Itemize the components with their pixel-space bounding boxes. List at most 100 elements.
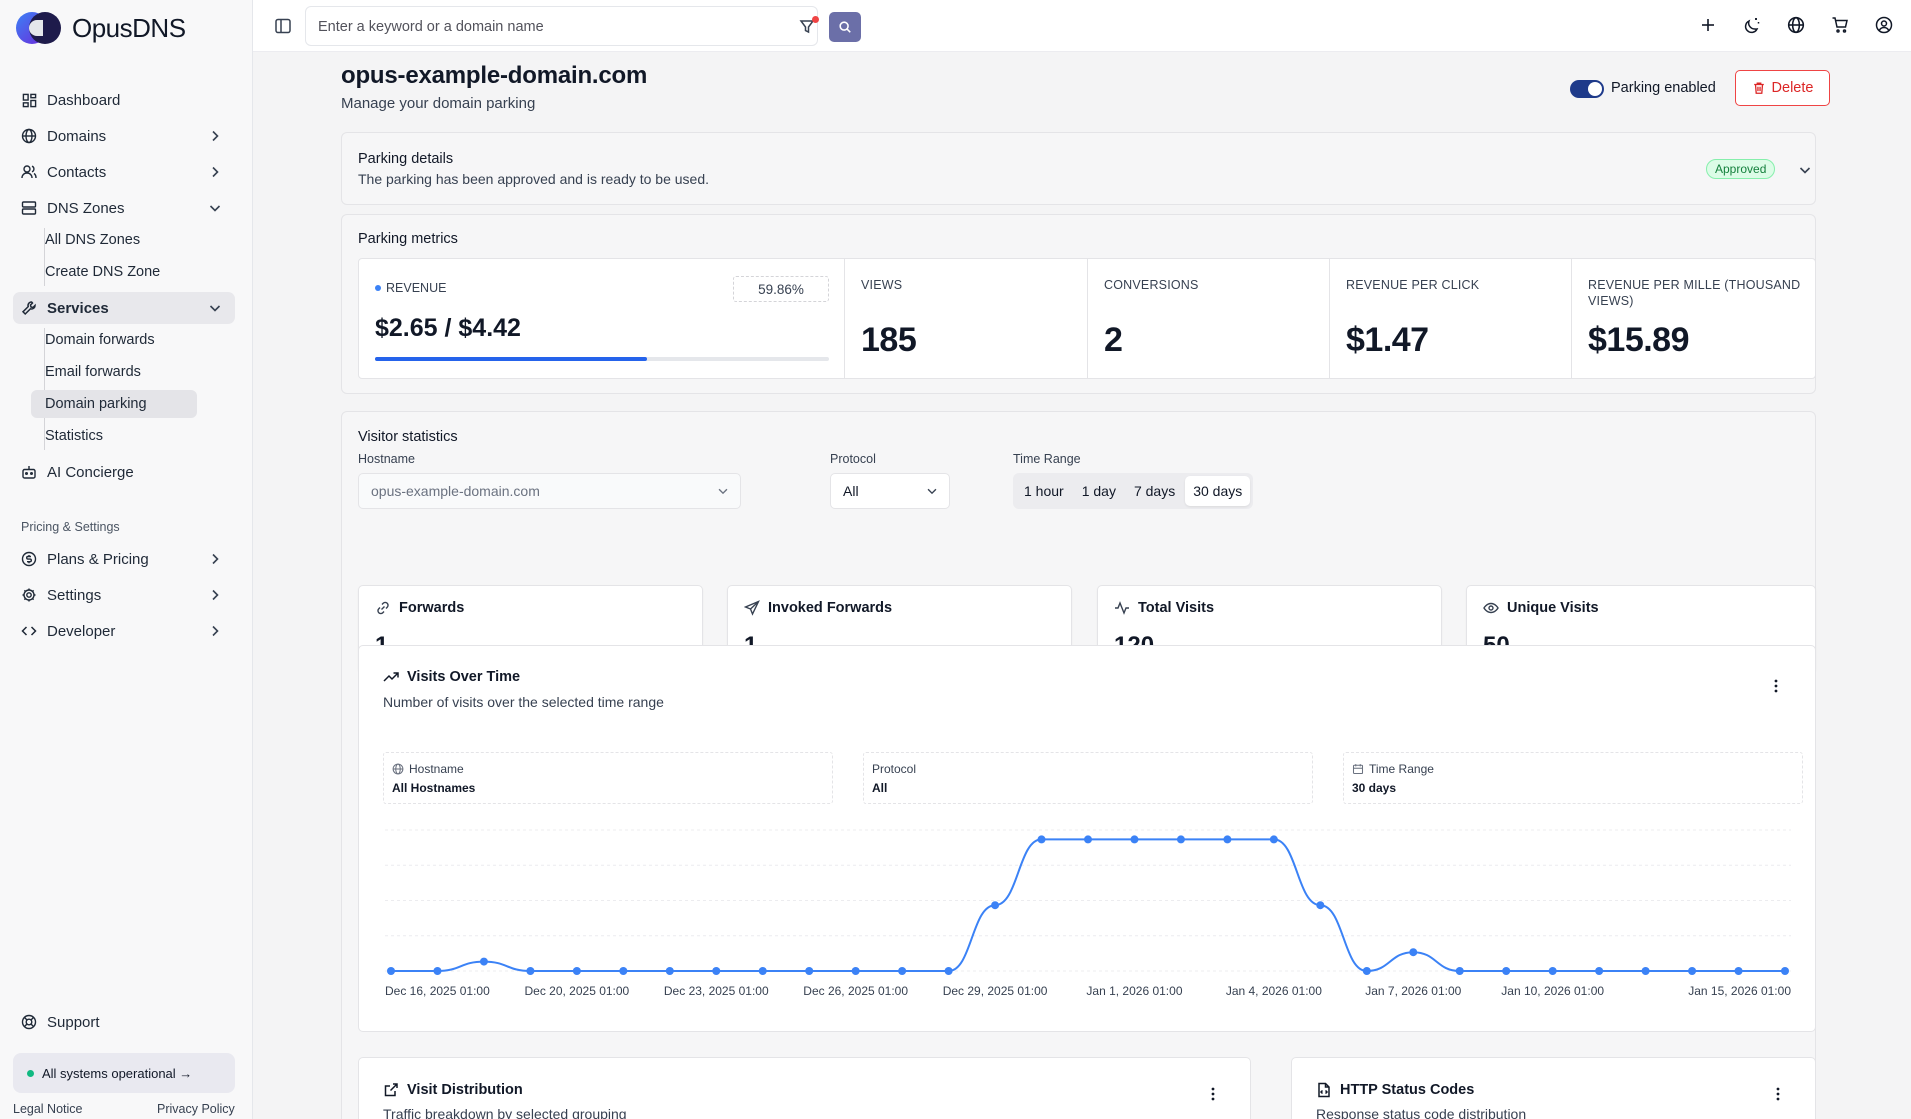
parking-toggle[interactable] <box>1570 80 1604 98</box>
trending-up-icon <box>383 672 399 682</box>
sidebar-subitem-domain-forwards[interactable]: Domain forwards <box>45 332 155 348</box>
sidebar-subitem-create-dns-zone[interactable]: Create DNS Zone <box>45 264 161 280</box>
visits-data-point[interactable] <box>1176 835 1185 844</box>
wrench-icon <box>21 300 37 316</box>
card-title: HTTP Status Codes <box>1340 1082 1475 1098</box>
visits-data-point[interactable] <box>1734 967 1743 975</box>
chevron-right-icon <box>212 553 219 565</box>
revenue-dot <box>375 285 381 291</box>
globe-icon <box>21 128 37 144</box>
delete-button[interactable]: Delete <box>1735 70 1830 106</box>
sidebar-item-contacts[interactable]: Contacts <box>13 156 235 188</box>
chevron-right-icon <box>212 130 219 142</box>
sidebar-item-settings[interactable]: Settings <box>13 579 235 611</box>
x-tick-label: Jan 1, 2026 01:00 <box>1086 984 1182 998</box>
filter-value: All <box>872 781 888 795</box>
privacy-policy-link[interactable]: Privacy Policy <box>157 1102 235 1116</box>
metric-value: $15.89 <box>1588 321 1690 359</box>
sidebar-item-services[interactable]: Services <box>13 292 235 324</box>
theme-icon[interactable] <box>1741 14 1763 36</box>
contacts-icon <box>21 164 37 180</box>
visits-data-point[interactable] <box>1269 835 1278 844</box>
more-options-icon[interactable] <box>1770 1086 1786 1102</box>
visits-data-point[interactable] <box>619 967 628 975</box>
logo[interactable]: OpusDNS <box>16 12 186 44</box>
sidebar-subitem-statistics[interactable]: Statistics <box>45 428 104 444</box>
plus-icon[interactable] <box>1697 14 1719 36</box>
protocol-select[interactable]: All <box>830 473 950 509</box>
chart-title: Visits Over Time <box>407 669 521 685</box>
visits-data-point[interactable] <box>1084 835 1092 844</box>
visits-data-point[interactable] <box>1641 967 1650 975</box>
stat-label: Total Visits <box>1138 600 1215 616</box>
visits-data-point[interactable] <box>1316 901 1325 910</box>
link-icon <box>377 601 389 615</box>
eye-icon <box>1483 602 1499 614</box>
filter-label: Protocol <box>872 762 917 776</box>
visits-data-point[interactable] <box>805 967 814 975</box>
cart-icon[interactable] <box>1829 14 1851 36</box>
sidebar-item-support[interactable]: Support <box>13 1006 235 1038</box>
time-range-30-days[interactable]: 30 days <box>1185 476 1251 506</box>
visits-data-point[interactable] <box>1455 967 1464 975</box>
visits-data-point[interactable] <box>991 901 1000 910</box>
status-dot <box>27 1069 34 1077</box>
language-icon[interactable] <box>1785 14 1807 36</box>
filter-value: All Hostnames <box>392 781 476 795</box>
visits-data-point[interactable] <box>665 967 674 975</box>
search-input[interactable] <box>318 16 738 38</box>
visits-data-point[interactable] <box>1781 967 1789 975</box>
chart-filter-protocol: Protocol All <box>863 752 1313 804</box>
visits-data-point[interactable] <box>1548 967 1557 975</box>
sidebar-item-label: Dashboard <box>47 91 121 109</box>
filter-label: Time Range <box>1369 762 1434 776</box>
x-tick-label: Dec 29, 2025 01:00 <box>943 984 1048 998</box>
sidebar-item-label: Support <box>47 1013 100 1031</box>
visits-data-point[interactable] <box>387 967 395 975</box>
dashboard-icon <box>21 92 37 108</box>
visits-data-point[interactable] <box>526 967 535 975</box>
visits-data-point[interactable] <box>1688 967 1697 975</box>
system-status-link[interactable]: All systems operational → <box>13 1053 235 1093</box>
visits-data-point[interactable] <box>944 967 953 975</box>
visits-data-point[interactable] <box>898 967 907 975</box>
time-range-selector: 1 hour 1 day 7 days 30 days <box>1013 473 1254 509</box>
visits-data-point[interactable] <box>1037 835 1046 844</box>
visits-data-point[interactable] <box>433 967 442 975</box>
sidebar-item-domains[interactable]: Domains <box>13 120 235 152</box>
sidebar-item-dns-zones[interactable]: DNS Zones <box>13 192 235 224</box>
visits-data-point[interactable] <box>1409 948 1418 957</box>
sidebar-item-ai-concierge[interactable]: AI Concierge <box>13 456 235 488</box>
visits-data-point[interactable] <box>572 967 581 975</box>
sidebar-item-developer[interactable]: Developer <box>13 615 235 647</box>
more-options-icon[interactable] <box>1205 1086 1221 1102</box>
sidebar-item-dashboard[interactable]: Dashboard <box>13 84 235 116</box>
parking-details-card[interactable] <box>341 132 1816 205</box>
sidebar-subitem-all-dns-zones[interactable]: All DNS Zones <box>45 232 141 248</box>
status-badge: Approved <box>1706 159 1776 179</box>
user-icon[interactable] <box>1873 14 1895 36</box>
visits-data-point[interactable] <box>758 967 767 975</box>
hostname-select[interactable]: opus-example-domain.com <box>358 473 741 509</box>
time-range-1-hour[interactable]: 1 hour <box>1024 483 1064 499</box>
sidebar-toggle-icon[interactable] <box>274 17 292 35</box>
sidebar-subitem-email-forwards[interactable]: Email forwards <box>45 364 141 380</box>
visits-data-point[interactable] <box>1362 967 1371 975</box>
visits-data-point[interactable] <box>712 967 721 975</box>
visits-data-point[interactable] <box>1130 835 1139 844</box>
sidebar-item-plans-pricing[interactable]: Plans & Pricing <box>13 543 235 575</box>
visits-data-point[interactable] <box>1223 835 1232 844</box>
more-options-icon[interactable] <box>1768 678 1784 694</box>
visits-data-point[interactable] <box>1595 967 1604 975</box>
legal-notice-link[interactable]: Legal Notice <box>13 1102 83 1116</box>
search-button[interactable] <box>829 12 861 42</box>
chevron-down-icon[interactable] <box>1797 162 1813 178</box>
time-range-7-days[interactable]: 7 days <box>1133 483 1176 499</box>
visits-data-point[interactable] <box>1502 967 1511 975</box>
metrics-grid: REVENUE 59.86% $2.65 / $4.42 VIEWS 185 C… <box>358 258 1816 379</box>
visits-data-point[interactable] <box>851 967 860 975</box>
visits-data-point[interactable] <box>479 957 488 966</box>
sidebar-subitem-domain-parking[interactable]: Domain parking <box>31 390 197 418</box>
x-tick-label: Jan 4, 2026 01:00 <box>1226 984 1322 998</box>
time-range-1-day[interactable]: 1 day <box>1081 483 1116 499</box>
